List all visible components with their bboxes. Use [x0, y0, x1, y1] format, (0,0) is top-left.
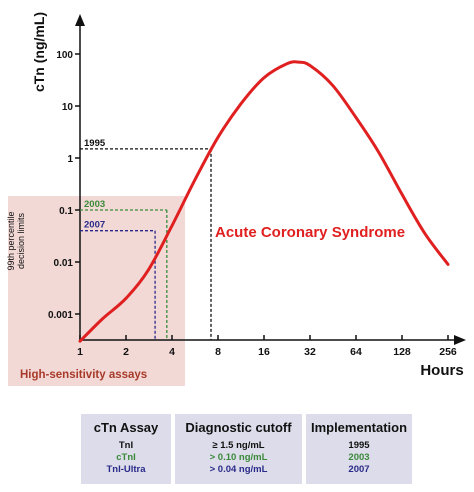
y-tick-label: 1 [67, 154, 73, 165]
column-header: Diagnostic cutoff [185, 420, 292, 435]
table-cell: TnI-Ultra [106, 464, 146, 475]
x-tick-label: 128 [393, 346, 411, 358]
table-column-implementation: Implementation 1995 2003 2007 [306, 414, 412, 484]
y-tick-label: 100 [56, 50, 73, 61]
x-tick-label: 32 [304, 346, 316, 358]
table-column-assay: cTn Assay TnI cTnI TnI-Ultra [81, 414, 171, 484]
acs-curve [78, 60, 450, 343]
y-tick-label: 0.001 [48, 310, 73, 321]
x-tick-label: 256 [439, 346, 457, 358]
table-cell: ≥ 1.5 ng/mL [212, 440, 265, 451]
x-axis-label: Hours [420, 362, 463, 379]
troponin-chart: 1 2 4 8 16 32 64 128 256 0.001 0.01 0.1 1 10 100 1995… [6, 12, 466, 386]
y-axis-label: cTn (ng/mL) [31, 12, 47, 92]
table-cell: > 0.10 ng/mL [209, 452, 268, 463]
y-ticks: 0.001 0.01 0.1 1 10 100 [48, 50, 80, 321]
table-column-cutoff: Diagnostic cutoff ≥ 1.5 ng/mL > 0.10 ng/… [175, 414, 302, 484]
region-label: High-sensitivity assays [20, 369, 147, 381]
x-ticks: 1 2 4 8 16 32 64 128 256 [77, 335, 457, 358]
axes [75, 14, 466, 345]
y-tick-label: 10 [62, 102, 74, 113]
table-cell: > 0.04 ng/mL [209, 464, 268, 475]
table-cell: 2003 [348, 452, 370, 463]
table-cell: cTnI [116, 452, 136, 463]
x-tick-label: 16 [258, 346, 270, 358]
x-axis-arrow [454, 335, 466, 345]
threshold-lines: 1995 2003 2007 [80, 138, 212, 340]
y-tick-label: 0.01 [54, 258, 74, 269]
threshold-year-label: 2003 [84, 199, 105, 210]
threshold-year-label: 1995 [84, 138, 106, 149]
x-tick-label: 2 [123, 346, 129, 358]
column-header: Implementation [310, 420, 408, 435]
x-tick-label: 1 [77, 346, 83, 358]
column-header: cTn Assay [93, 420, 159, 435]
table-cell: TnI [118, 440, 134, 451]
side-label-line1: 99th percentile [6, 211, 16, 270]
table-cell: 2007 [348, 464, 370, 475]
x-tick-label: 64 [350, 346, 362, 358]
x-tick-label: 8 [215, 346, 221, 358]
y-tick-label: 0.1 [59, 206, 73, 217]
x-tick-label: 4 [169, 346, 175, 358]
table-cell: 1995 [348, 440, 370, 451]
side-label-line2: decision limits [16, 212, 26, 269]
curve-label: Acute Coronary Syndrome [215, 224, 405, 241]
threshold-year-label: 2007 [84, 220, 105, 231]
y-axis-arrow [75, 14, 85, 26]
